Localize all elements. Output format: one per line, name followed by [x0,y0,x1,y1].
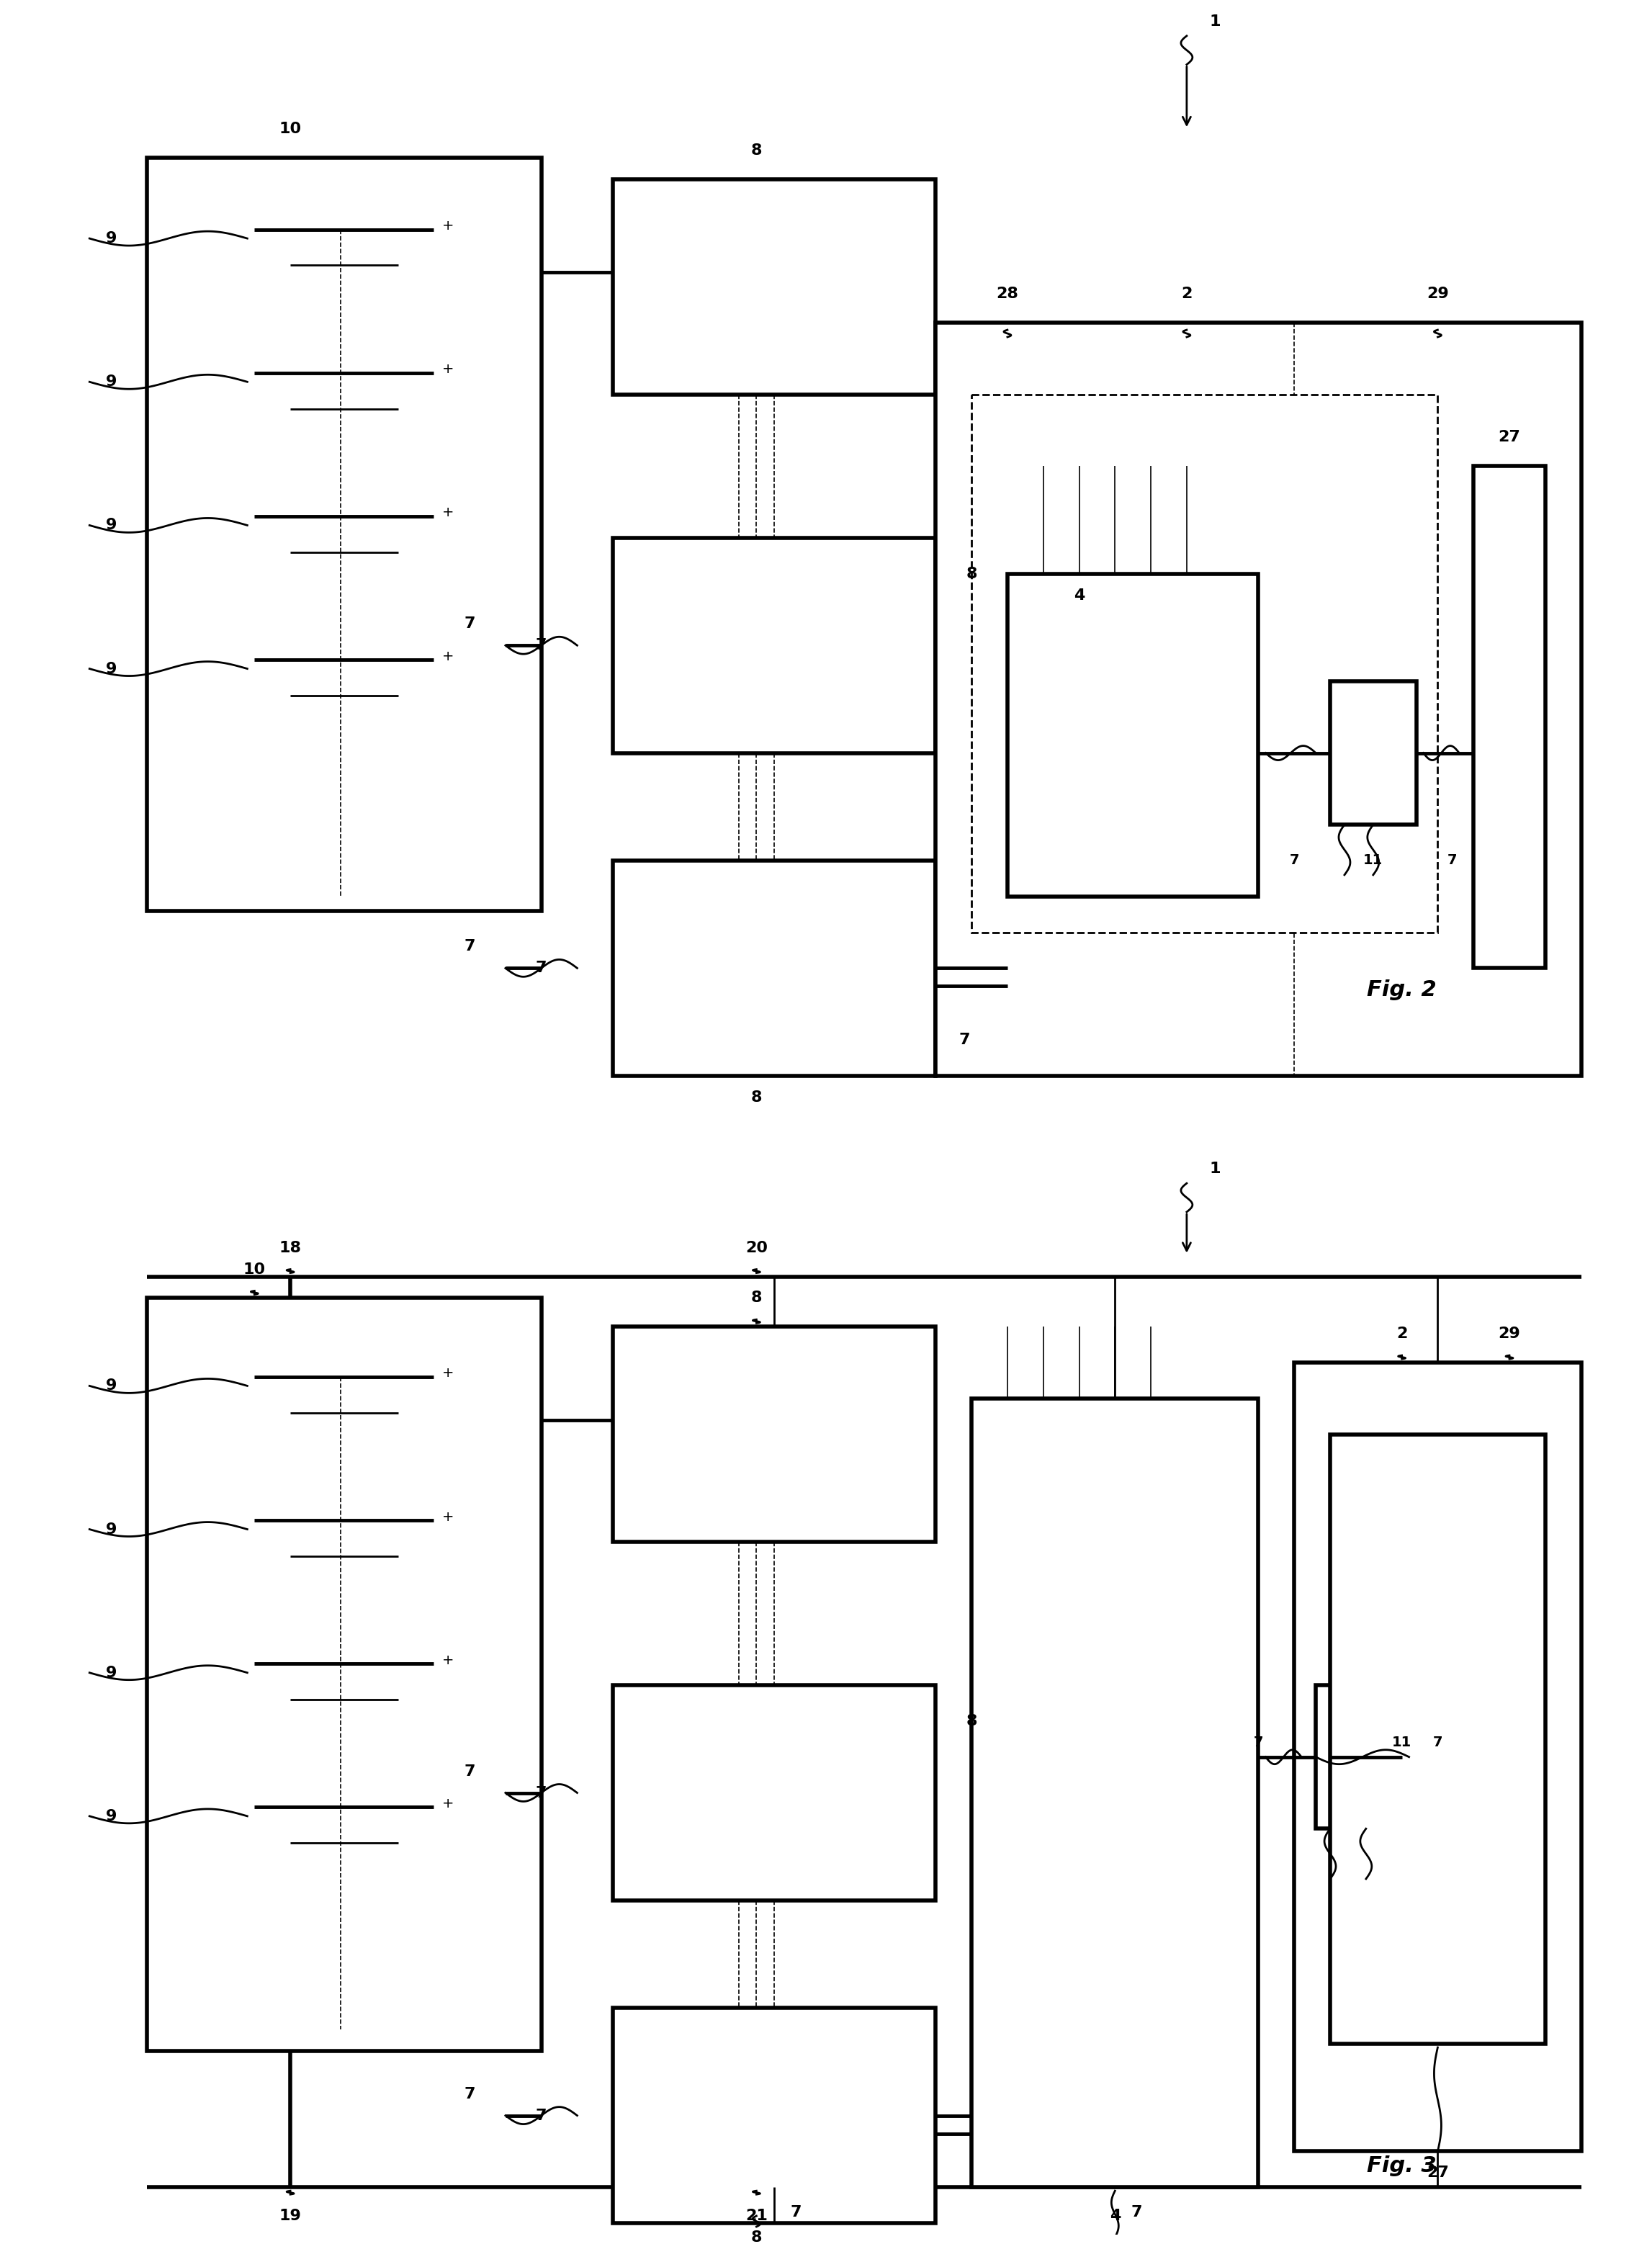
Text: 7: 7 [1290,853,1298,868]
Text: 21: 21 [745,2208,768,2224]
Text: 7: 7 [535,960,547,976]
Text: 4: 4 [1110,2208,1120,2224]
Bar [147,157,542,911]
Bar [1474,467,1545,967]
Text: 29: 29 [1498,1326,1520,1342]
Text: +: + [443,649,454,662]
Bar [1315,1685,1403,1829]
Text: 28: 28 [996,287,1019,301]
Text: +: + [443,220,454,233]
Text: 7: 7 [790,2206,801,2219]
Text: 29: 29 [1427,287,1449,301]
Text: 19: 19 [279,2208,301,2224]
Text: 8: 8 [752,2231,762,2244]
Text: 7: 7 [1254,1737,1264,1750]
Text: 1: 1 [1209,13,1221,29]
Bar [1008,574,1259,895]
Bar [613,2008,935,2224]
Bar [1294,1362,1581,2152]
Text: 8: 8 [966,1714,976,1728]
Text: 20: 20 [745,1241,768,1254]
Bar [935,323,1581,1075]
Text: 9: 9 [106,1378,117,1394]
Text: 7: 7 [535,2109,547,2123]
Text: +: + [443,505,454,521]
Text: 11: 11 [1393,1737,1412,1750]
Text: +: + [443,364,454,377]
Text: +: + [443,1510,454,1524]
Text: 9: 9 [106,1809,117,1824]
Bar [613,1685,935,1901]
Text: 7: 7 [464,1764,476,1779]
Bar [1330,1434,1545,2044]
Text: +: + [443,1367,454,1380]
Text: 7: 7 [1432,1737,1442,1750]
Text: 7: 7 [958,1032,970,1048]
Bar [613,1326,935,1542]
Text: 9: 9 [106,375,117,388]
Text: 27: 27 [1498,431,1520,444]
Text: 7: 7 [1447,853,1457,868]
Bar [1330,682,1416,826]
Text: 2: 2 [1181,287,1193,301]
Bar [971,1398,1259,2188]
Text: 8: 8 [752,144,762,157]
Bar [971,395,1437,931]
Text: 7: 7 [464,617,476,631]
Text: 9: 9 [106,1665,117,1681]
Text: 7: 7 [535,637,547,653]
Text: Fig. 3: Fig. 3 [1366,2154,1437,2177]
Bar [613,859,935,1075]
Text: 9: 9 [106,662,117,675]
Text: 10: 10 [243,1261,266,1277]
Text: 27: 27 [1427,2165,1449,2181]
Text: 11: 11 [1363,853,1383,868]
Text: 8: 8 [966,565,976,581]
Text: +: + [443,1797,454,1811]
Text: Fig. 2: Fig. 2 [1366,978,1437,1001]
Bar [147,1297,542,2051]
Text: 9: 9 [106,231,117,245]
Text: 1: 1 [1209,1162,1221,1176]
Bar [613,180,935,395]
Text: 7: 7 [1132,2206,1142,2219]
Text: 7: 7 [535,1786,547,1800]
Text: 2: 2 [1396,1326,1408,1342]
Text: 4: 4 [1074,588,1085,601]
Text: 9: 9 [106,518,117,532]
Text: 7: 7 [464,2087,476,2100]
Bar [613,539,935,754]
Text: 8: 8 [752,1290,762,1306]
Text: 7: 7 [464,940,476,954]
Text: 10: 10 [279,121,302,137]
Text: 18: 18 [279,1241,301,1254]
Text: +: + [443,1654,454,1667]
Text: 9: 9 [106,1521,117,1537]
Text: 8: 8 [752,1091,762,1104]
